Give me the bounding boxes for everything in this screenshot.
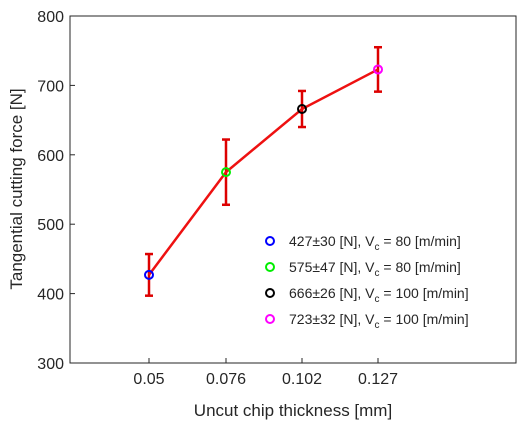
legend-marker — [265, 236, 275, 246]
legend-label: 723±32 [N], Vc = 100 [m/min] — [289, 311, 469, 331]
legend-entry: 723±32 [N], Vc = 100 [m/min] — [265, 311, 469, 331]
data-point — [373, 64, 383, 75]
data-point — [221, 167, 231, 178]
legend-label: 427±30 [N], Vc = 80 [m/min] — [289, 233, 461, 253]
plot-area — [69, 15, 517, 364]
y-tick-label: 500 — [37, 217, 64, 234]
y-tick-label: 600 — [37, 148, 64, 165]
x-tick-label: 0.076 — [206, 371, 246, 388]
data-markers — [144, 64, 383, 280]
legend-entry: 666±26 [N], Vc = 100 [m/min] — [265, 285, 469, 305]
x-tick-label: 0.127 — [358, 371, 398, 388]
legend-entry: 427±30 [N], Vc = 80 [m/min] — [265, 233, 461, 253]
data-point — [144, 269, 154, 280]
series-line — [147, 68, 379, 276]
legend-marker — [265, 314, 275, 324]
legend: 427±30 [N], Vc = 80 [m/min] 575±47 [N], V… — [265, 233, 469, 331]
y-tick-label: 400 — [37, 287, 64, 304]
x-tick-label: 0.05 — [133, 371, 164, 388]
legend-marker — [265, 288, 275, 298]
y-tick-label: 300 — [37, 356, 64, 373]
legend-label: 666±26 [N], Vc = 100 [m/min] — [289, 285, 469, 305]
x-axis-label: Uncut chip thickness [mm] — [194, 401, 392, 420]
legend-label: 575±47 [N], Vc = 80 [m/min] — [289, 259, 461, 279]
y-tick-label: 800 — [37, 9, 64, 26]
y-axis-label: Tangential cutting force [N] — [7, 88, 26, 289]
x-tick-label: 0.102 — [282, 371, 322, 388]
data-point — [297, 103, 307, 114]
legend-marker — [265, 262, 275, 272]
y-tick-label: 700 — [37, 78, 64, 95]
axis-ticks: 300 400 500 600 700 800 0.05 0.076 0.102 0.127 — [37, 9, 398, 388]
legend-entry: 575±47 [N], Vc = 80 [m/min] — [265, 259, 461, 279]
